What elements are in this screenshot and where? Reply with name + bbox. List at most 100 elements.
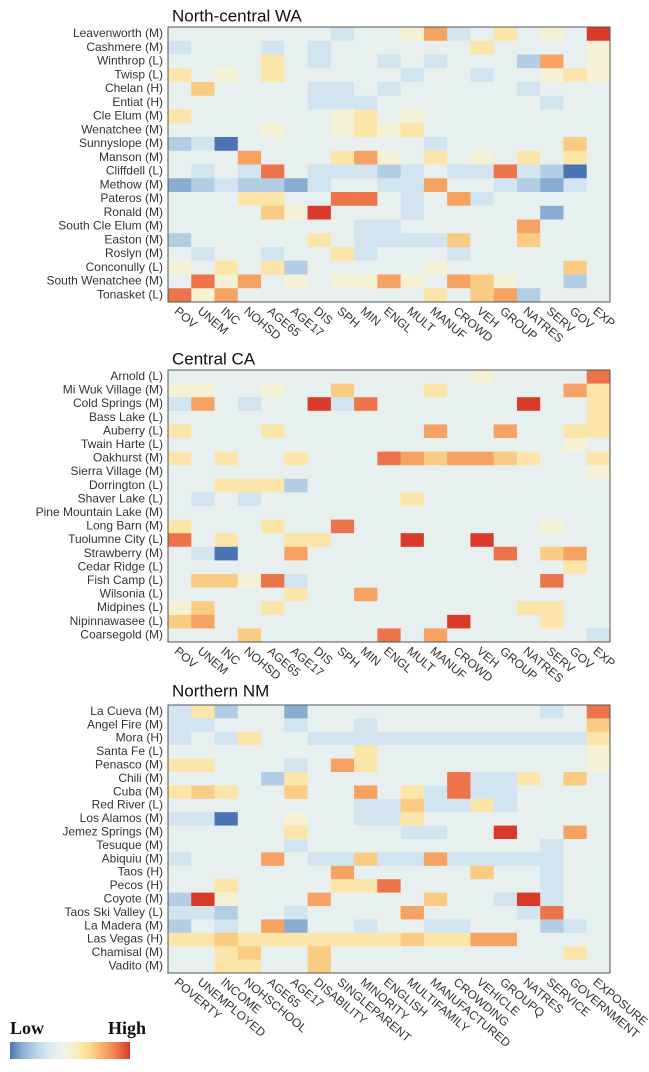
heat-cell (261, 247, 285, 262)
heat-cell (168, 798, 192, 813)
heat-cell (563, 27, 588, 42)
heat-cell (493, 919, 518, 934)
heat-cell (261, 54, 285, 69)
heat-cell (563, 798, 588, 813)
heat-cell (516, 705, 541, 719)
heat-cell (168, 758, 192, 773)
heat-cell (400, 465, 425, 480)
heat-cell (423, 519, 448, 534)
heat-cell (191, 123, 215, 138)
heat-cell (447, 919, 471, 934)
heat-cell (470, 247, 494, 262)
row-label: South Wenatchee (M) (46, 274, 163, 288)
heat-cell (470, 628, 494, 643)
heat-cell (516, 178, 541, 193)
heat-cell (563, 601, 588, 616)
chart-title: Central CA (172, 349, 256, 368)
heat-cell (423, 274, 448, 289)
heat-cell (470, 95, 494, 110)
heat-cell (493, 274, 518, 289)
heat-cell (284, 192, 308, 207)
heat-cell (516, 932, 541, 947)
heat-cell (586, 745, 611, 759)
heat-cell (261, 438, 285, 452)
heat-cell (237, 825, 262, 840)
column-label: POV (172, 304, 200, 331)
heat-cell (400, 478, 425, 493)
heat-cell (191, 745, 215, 759)
heat-cell (540, 137, 564, 152)
colorbar-high-label: High (108, 1018, 146, 1038)
heat-cell (214, 614, 239, 629)
heat-cell (377, 178, 401, 193)
heat-cell (493, 410, 518, 425)
heat-cell (261, 906, 285, 920)
heat-cell (586, 946, 611, 960)
heat-cell (447, 164, 471, 179)
heat-cell (261, 574, 285, 588)
chart-title: North-central WA (172, 6, 302, 25)
heat-cell (563, 178, 588, 193)
heat-cell (284, 758, 308, 773)
heat-cell (237, 397, 262, 412)
heat-cell (563, 959, 588, 974)
heat-cell (563, 95, 588, 110)
heat-cell (237, 260, 262, 275)
heat-cell (493, 82, 518, 97)
heat-cell (400, 164, 425, 179)
heat-cell (447, 574, 471, 588)
column-label: MIN (358, 644, 384, 669)
heat-cell (214, 54, 239, 69)
heat-cell (214, 731, 239, 746)
heat-cell (447, 410, 471, 425)
heat-cell (330, 424, 355, 439)
heat-cell (330, 812, 355, 826)
row-label: Bass Lake (L) (89, 410, 163, 424)
heat-cell (354, 260, 378, 275)
heat-cell (330, 574, 355, 588)
heat-cell (377, 109, 401, 124)
heat-cell (284, 731, 308, 746)
row-label: Chamisal (M) (92, 945, 163, 959)
heat-cell (191, 758, 215, 773)
heat-cell (214, 628, 239, 643)
heat-cell (516, 451, 541, 466)
heat-cell (354, 812, 378, 826)
heat-cell (516, 164, 541, 179)
heat-cell (586, 451, 611, 466)
heat-cell (540, 906, 564, 920)
heat-cell (516, 546, 541, 561)
heat-cell (400, 27, 425, 42)
heat-cell (540, 959, 564, 974)
heat-cell (307, 451, 332, 466)
heat-cell (470, 587, 494, 602)
heat-cell (307, 40, 332, 55)
heat-cell (354, 614, 378, 629)
heat-cell (261, 614, 285, 629)
heat-cell (307, 865, 332, 880)
heat-cell (540, 40, 564, 55)
heat-cell (214, 82, 239, 97)
heat-cell (237, 205, 262, 220)
heat-cell (423, 852, 448, 867)
heat-cell (516, 959, 541, 974)
heat-cell (237, 492, 262, 507)
heat-cell (470, 164, 494, 179)
heat-cell (237, 614, 262, 629)
heat-cell (261, 772, 285, 786)
heat-cell (261, 892, 285, 907)
heat-cell (470, 718, 494, 733)
heat-cell (377, 274, 401, 289)
heat-cell (563, 438, 588, 452)
heat-cell (354, 478, 378, 493)
heat-cell (493, 705, 518, 719)
heat-cell (400, 438, 425, 452)
heat-cell (540, 839, 564, 853)
heat-cell (307, 288, 332, 303)
heat-cell (191, 574, 215, 588)
heat-cell (470, 574, 494, 588)
heat-cell (586, 178, 611, 193)
heat-cell (168, 879, 192, 893)
heat-cell (447, 383, 471, 398)
heat-cell (168, 745, 192, 759)
